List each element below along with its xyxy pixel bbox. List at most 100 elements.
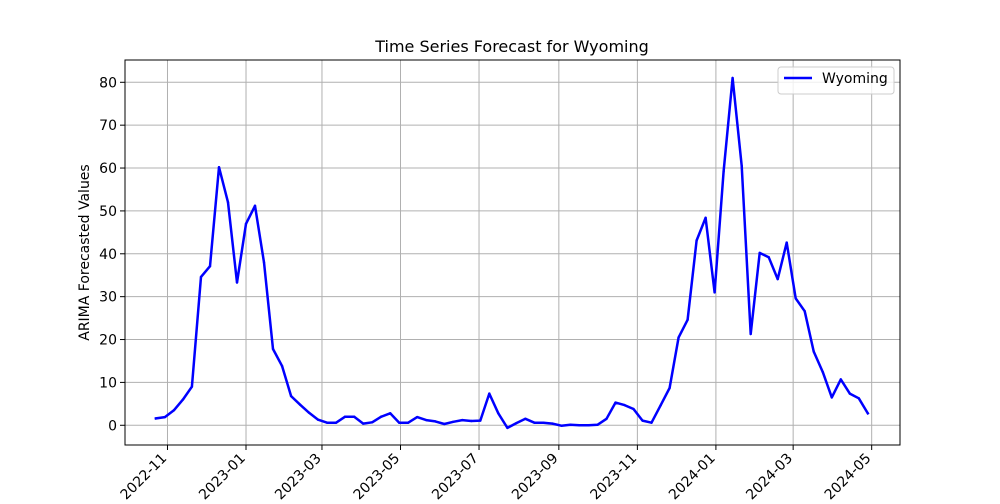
data-point	[578, 424, 581, 427]
data-point	[722, 170, 725, 173]
data-point	[226, 201, 230, 204]
y-tick-label: 80	[99, 75, 117, 91]
data-point	[208, 265, 212, 268]
data-point	[533, 421, 536, 424]
legend-label-wyoming: Wyoming	[822, 71, 888, 87]
data-point	[353, 415, 356, 418]
y-axis: 0 10 20 30 40 50 60 70 80	[99, 75, 125, 434]
data-point	[812, 350, 815, 353]
data-point	[866, 412, 869, 415]
y-tick-label: 20	[99, 333, 117, 349]
data-point	[605, 417, 608, 420]
data-point	[253, 204, 257, 207]
data-point	[794, 297, 797, 300]
data-point	[244, 222, 248, 225]
data-point	[848, 392, 851, 395]
chart-title: Time Series Forecast for Wyoming	[374, 37, 649, 56]
series-line-wyoming	[154, 76, 870, 430]
data-point	[839, 378, 842, 381]
data-point	[425, 418, 428, 422]
data-point	[632, 407, 635, 411]
y-axis-label: ARIMA Forecasted Values	[77, 164, 93, 340]
data-point	[316, 418, 320, 421]
data-point	[307, 411, 311, 414]
data-point	[380, 415, 383, 418]
data-point	[758, 251, 761, 255]
data-point	[334, 421, 338, 424]
data-point	[776, 277, 779, 281]
y-tick-label: 60	[99, 161, 117, 177]
y-tick-label: 50	[99, 204, 117, 220]
data-point	[650, 421, 653, 424]
data-point	[668, 386, 671, 390]
data-point	[235, 281, 239, 284]
y-tick-label: 30	[99, 290, 117, 306]
data-point	[325, 421, 329, 424]
data-point	[452, 420, 455, 423]
data-point	[389, 412, 392, 415]
data-point	[217, 166, 221, 169]
data-point	[695, 239, 698, 242]
data-point	[857, 397, 860, 400]
data-point	[506, 426, 509, 430]
data-point	[830, 396, 833, 399]
data-point	[163, 415, 167, 419]
data-point	[181, 398, 185, 401]
data-point	[461, 418, 464, 422]
data-point	[271, 347, 275, 351]
data-point	[659, 404, 662, 407]
data-point	[280, 364, 284, 368]
data-point	[587, 424, 590, 427]
data-point	[497, 412, 500, 415]
data-point	[803, 310, 806, 313]
data-point	[443, 422, 446, 426]
data-point	[262, 261, 266, 264]
data-point	[407, 421, 410, 424]
data-point	[623, 403, 626, 407]
data-point	[614, 401, 617, 404]
legend: Wyoming	[777, 66, 895, 95]
data-point	[785, 241, 788, 244]
data-point	[479, 419, 482, 422]
data-point	[190, 385, 194, 388]
legend-box	[777, 66, 895, 95]
data-point	[767, 256, 770, 259]
data-point	[154, 417, 158, 420]
data-point	[289, 394, 293, 398]
data-point	[731, 76, 734, 80]
data-point	[524, 417, 527, 420]
y-tick-label: 70	[99, 118, 117, 134]
data-point	[740, 164, 743, 168]
data-point	[596, 423, 599, 426]
data-point	[488, 392, 491, 395]
data-point	[398, 421, 401, 424]
data-point	[704, 216, 707, 219]
data-point	[362, 422, 365, 425]
data-point	[343, 415, 347, 418]
data-point	[172, 409, 176, 412]
data-point	[416, 415, 419, 419]
data-point	[298, 403, 302, 406]
data-point	[515, 421, 518, 425]
y-tick-label: 0	[108, 418, 117, 434]
y-tick-label: 10	[99, 375, 117, 391]
data-point	[560, 424, 563, 427]
data-point	[821, 370, 824, 374]
series-layer	[154, 76, 870, 430]
data-point	[569, 423, 572, 426]
data-point	[551, 422, 554, 425]
data-point	[713, 291, 716, 294]
data-point	[641, 419, 644, 422]
data-point	[371, 421, 374, 424]
data-point	[749, 332, 752, 336]
data-point	[434, 420, 437, 423]
data-point	[542, 421, 545, 424]
data-point	[677, 336, 680, 339]
data-point	[470, 419, 473, 423]
data-point	[686, 318, 689, 321]
data-point	[199, 275, 203, 279]
y-tick-label: 40	[99, 247, 117, 263]
plot-frame	[124, 59, 901, 446]
